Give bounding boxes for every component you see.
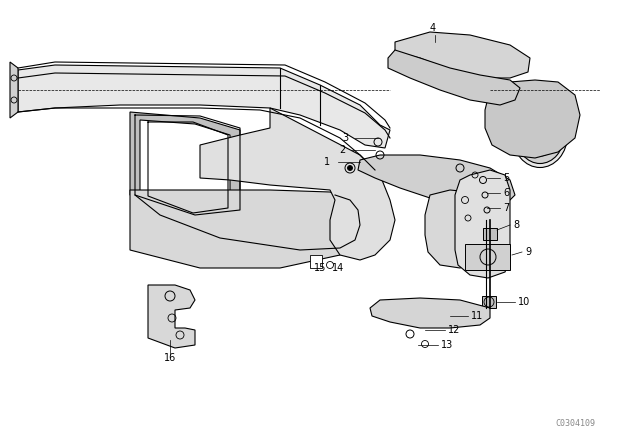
Polygon shape (485, 80, 580, 158)
Polygon shape (465, 244, 510, 270)
Polygon shape (130, 190, 362, 268)
Text: 16: 16 (164, 353, 176, 363)
Circle shape (348, 165, 353, 171)
Text: C0304109: C0304109 (555, 419, 595, 428)
Polygon shape (130, 112, 240, 215)
Text: 15: 15 (314, 263, 326, 273)
Polygon shape (425, 190, 490, 268)
Text: 2: 2 (339, 145, 345, 155)
Polygon shape (18, 65, 390, 148)
Text: 6: 6 (503, 188, 509, 198)
Polygon shape (140, 120, 230, 218)
Text: 7: 7 (503, 203, 509, 213)
Text: 9: 9 (525, 247, 531, 257)
Polygon shape (395, 32, 530, 78)
Ellipse shape (513, 103, 568, 168)
Polygon shape (10, 62, 18, 118)
Text: 3: 3 (342, 133, 348, 143)
Text: 13: 13 (441, 340, 453, 350)
Polygon shape (388, 50, 520, 105)
Ellipse shape (522, 114, 557, 156)
Text: 10: 10 (518, 297, 531, 307)
Polygon shape (310, 255, 322, 268)
Text: 12: 12 (448, 325, 460, 335)
Polygon shape (200, 108, 395, 260)
Text: 1: 1 (324, 157, 330, 167)
Text: 11: 11 (471, 311, 483, 321)
Polygon shape (483, 228, 497, 240)
Text: 4: 4 (430, 23, 436, 33)
Ellipse shape (516, 107, 564, 164)
Text: 14: 14 (332, 263, 344, 273)
Polygon shape (148, 285, 195, 348)
Polygon shape (455, 170, 510, 278)
Text: 8: 8 (513, 220, 519, 230)
Polygon shape (370, 298, 490, 328)
Polygon shape (358, 155, 515, 208)
Text: 5: 5 (503, 173, 509, 183)
Polygon shape (482, 296, 496, 308)
